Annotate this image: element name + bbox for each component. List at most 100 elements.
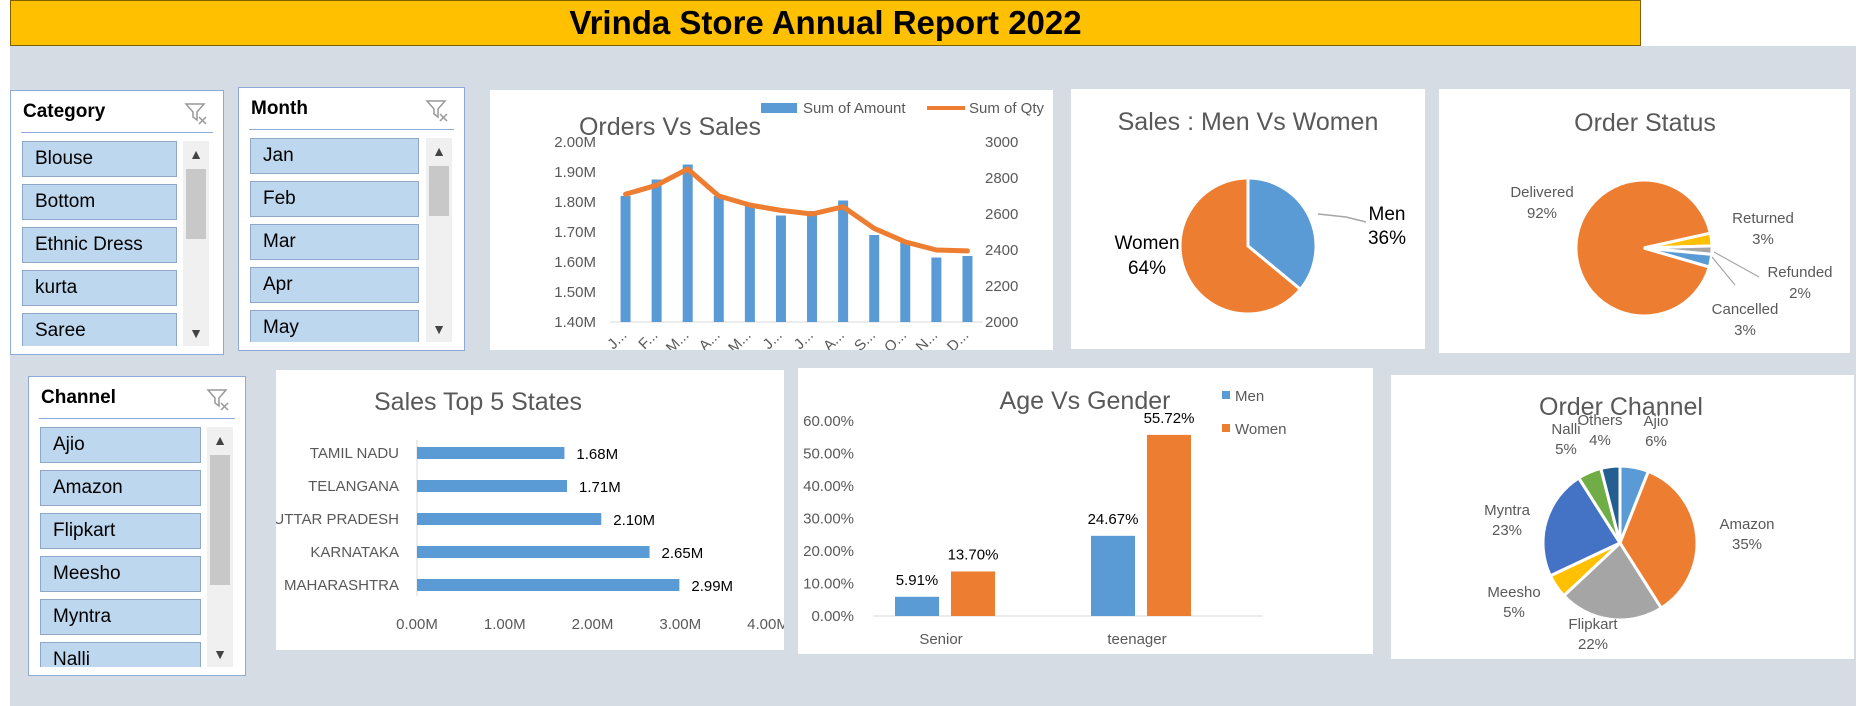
y-left-tick-label: 1.90M (554, 164, 596, 181)
report-title: Vrinda Store Annual Report 2022 (10, 0, 1641, 46)
legend-swatch-women (1222, 424, 1230, 432)
month-slicer-title: Month (251, 98, 308, 119)
x-tick-label: 1.00M (484, 616, 526, 633)
pie-label: Ajio (1643, 413, 1668, 430)
month-item[interactable]: Mar (250, 224, 419, 260)
leader-line-men (1317, 213, 1367, 223)
x-tick-label: J... (604, 327, 630, 350)
category-item[interactable]: Ethnic Dress (22, 227, 177, 263)
pie-label: Refunded (1767, 264, 1832, 281)
scrollbar-thumb[interactable] (186, 169, 206, 239)
pie-pct: 5% (1503, 604, 1525, 621)
y-left-tick-label: 1.60M (554, 254, 596, 271)
pie-slice-women (1178, 176, 1303, 316)
x-tick-label: Senior (919, 631, 962, 648)
scrollbar-thumb[interactable] (429, 166, 449, 216)
channel-item[interactable]: Flipkart (40, 513, 201, 549)
y-tick-label: 40.00% (803, 478, 854, 495)
state-bar (417, 513, 602, 525)
category-item[interactable]: Saree (22, 313, 177, 346)
bar-data-label: 1.71M (579, 479, 621, 496)
amount-bar (775, 215, 786, 322)
pie-label: Flipkart (1568, 616, 1618, 633)
qty-line (623, 166, 970, 254)
channel-item[interactable]: Nalli (40, 642, 201, 667)
sales-top-5-states-chart: Sales Top 5 States TAMIL NADU 1.68M TELANGA… (273, 388, 788, 633)
x-tick-label: O... (881, 327, 910, 350)
channel-item[interactable]: Meesho (40, 556, 201, 592)
category-item[interactable]: Blouse (22, 141, 177, 177)
scroll-down-icon[interactable]: ▼ (189, 325, 203, 341)
slicer-divider (249, 129, 454, 130)
category-item[interactable]: kurta (22, 270, 177, 306)
pie-label: Cancelled (1712, 301, 1779, 318)
pie-label-men: Men (1369, 204, 1406, 225)
scroll-down-icon[interactable]: ▼ (432, 321, 446, 337)
left-gutter (0, 0, 10, 706)
y-tick-label: MAHARASHTRA (284, 577, 399, 594)
month-slicer[interactable]: Month Jan Feb Mar Apr May ▲ ▼ (238, 87, 465, 351)
pie-label: Delivered (1510, 184, 1573, 201)
y-left-tick-label: 1.50M (554, 284, 596, 301)
x-tick-label: M... (663, 327, 693, 350)
channel-item[interactable]: Myntra (40, 599, 201, 635)
month-item[interactable]: Apr (250, 267, 419, 303)
y-tick-label: 60.00% (803, 413, 854, 430)
bar-data-label: 5.91% (896, 572, 939, 589)
slicer-divider (21, 132, 213, 133)
bar-data-label: 2.10M (613, 512, 655, 529)
pie-pct-women: 64% (1128, 258, 1166, 279)
channel-item[interactable]: Amazon (40, 470, 201, 506)
month-scrollbar[interactable]: ▲ ▼ (426, 138, 452, 342)
legend-label-women: Women (1235, 421, 1286, 438)
amount-bar (900, 242, 911, 322)
y-left-tick-label: 2.00M (554, 134, 596, 151)
x-tick-label: F... (635, 327, 661, 350)
chart-title: Order Channel (1539, 393, 1703, 421)
chart-title: Orders Vs Sales (579, 113, 761, 141)
state-bar (417, 579, 680, 591)
category-slicer-title: Category (23, 101, 106, 122)
category-slicer[interactable]: Category Blouse Bottom Ethnic Dress kurta Sa… (10, 90, 224, 355)
amount-bar (838, 200, 849, 322)
sales-men-women-chart: Sales : Men Vs Women Men 36% Women 64% (1114, 108, 1406, 316)
pie-label: Amazon (1719, 516, 1774, 533)
scroll-up-icon[interactable]: ▲ (189, 146, 203, 162)
scroll-up-icon[interactable]: ▲ (432, 143, 446, 159)
pie-pct: 92% (1527, 205, 1557, 222)
y-tick-label: TAMIL NADU (310, 445, 399, 462)
scroll-up-icon[interactable]: ▲ (213, 432, 227, 448)
month-item[interactable]: Feb (250, 181, 419, 217)
category-scrollbar[interactable]: ▲ ▼ (183, 141, 209, 346)
x-tick-label: S... (851, 327, 879, 350)
bar-data-label: 24.67% (1088, 511, 1139, 528)
channel-slicer[interactable]: Channel Ajio Amazon Flipkart Meesho Myntra Na… (28, 376, 246, 676)
category-item[interactable]: Bottom (22, 184, 177, 220)
clear-filter-icon[interactable] (183, 101, 209, 127)
pie-pct: 5% (1555, 441, 1577, 458)
bar-data-label: 2.65M (662, 545, 704, 562)
amount-bar (651, 179, 662, 322)
pie-pct: 23% (1492, 522, 1522, 539)
scrollbar-thumb[interactable] (210, 455, 230, 585)
clear-filter-icon[interactable] (424, 98, 450, 124)
channel-scrollbar[interactable]: ▲ ▼ (207, 427, 233, 667)
y-tick-label: UTTAR PRADESH (276, 511, 399, 528)
legend-label-amount: Sum of Amount (803, 100, 906, 117)
legend-label-men: Men (1235, 388, 1264, 405)
amount-bar (713, 196, 724, 322)
clear-filter-icon[interactable] (205, 387, 231, 413)
scroll-down-icon[interactable]: ▼ (213, 646, 227, 662)
amount-bar (962, 256, 973, 322)
y-left-tick-label: 1.70M (554, 224, 596, 241)
x-tick-label: D... (944, 327, 973, 350)
month-item[interactable]: May (250, 310, 419, 342)
y-tick-label: TELANGANA (308, 478, 399, 495)
age-vs-gender-chart: Age Vs Gender Men Women 0.00% 10.00% 20.00% 30… (803, 387, 1286, 648)
channel-item[interactable]: Ajio (40, 427, 201, 463)
x-tick-label: J... (791, 327, 817, 350)
pie-slice-delivered (1574, 178, 1713, 318)
month-item[interactable]: Jan (250, 138, 419, 174)
sales-men-women-card: Sales : Men Vs Women Men 36% Women 64% (1071, 89, 1425, 349)
